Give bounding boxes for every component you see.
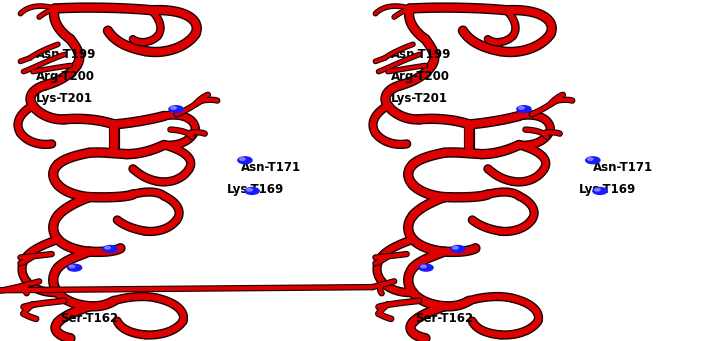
Circle shape <box>419 264 433 271</box>
Circle shape <box>593 188 607 194</box>
Circle shape <box>247 189 252 191</box>
Circle shape <box>171 107 176 109</box>
Text: Lys-T201: Lys-T201 <box>391 92 447 105</box>
Text: Asn-T171: Asn-T171 <box>241 161 302 174</box>
Text: Arg-T200: Arg-T200 <box>36 70 94 83</box>
Text: Lys-T169: Lys-T169 <box>579 183 636 196</box>
Text: Ser-T162: Ser-T162 <box>60 312 119 325</box>
Circle shape <box>421 265 426 268</box>
Text: Asn-T171: Asn-T171 <box>593 161 653 174</box>
Text: Arg-T200: Arg-T200 <box>391 70 449 83</box>
Circle shape <box>70 265 75 268</box>
Circle shape <box>588 158 593 160</box>
Circle shape <box>586 157 600 164</box>
Text: Asn-T199: Asn-T199 <box>391 48 451 61</box>
Text: Asn-T199: Asn-T199 <box>36 48 96 61</box>
Circle shape <box>245 188 259 194</box>
Circle shape <box>517 106 531 113</box>
Text: Lys-T201: Lys-T201 <box>36 92 92 105</box>
Text: Lys-T169: Lys-T169 <box>227 183 285 196</box>
Circle shape <box>67 264 82 271</box>
Text: Ser-T162: Ser-T162 <box>415 312 474 325</box>
Circle shape <box>103 246 117 252</box>
Circle shape <box>595 189 600 191</box>
Circle shape <box>105 247 110 249</box>
Circle shape <box>519 107 524 109</box>
Circle shape <box>169 106 183 113</box>
Circle shape <box>451 246 465 252</box>
Circle shape <box>453 247 458 249</box>
Circle shape <box>238 157 252 164</box>
Circle shape <box>240 158 245 160</box>
